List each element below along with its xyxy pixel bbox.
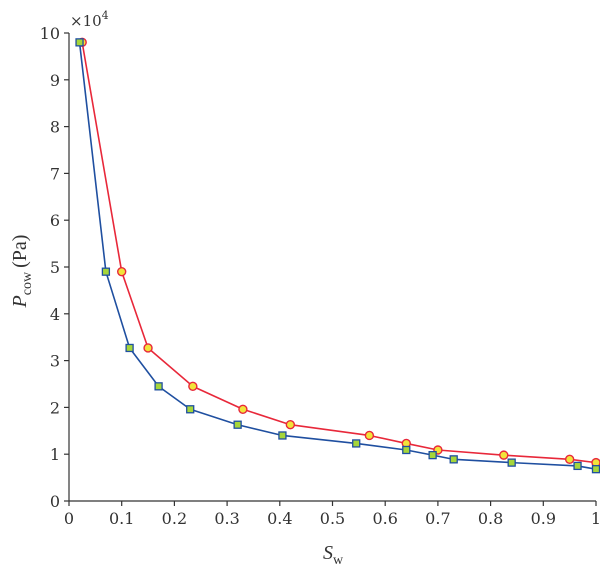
y-tick-label: 10 [40, 24, 60, 43]
series-1 [77, 37, 600, 468]
x-tick-label: 0.4 [267, 509, 292, 528]
series-2 [75, 38, 600, 474]
data-point [238, 404, 248, 414]
x-tick-label: 0.8 [478, 509, 503, 528]
y-tick-label: 9 [50, 71, 60, 90]
y-axis-title: Pcow (Pa) [9, 235, 35, 309]
data-point [564, 454, 575, 465]
x-tick-label: 0.1 [109, 509, 134, 528]
data-point [402, 445, 411, 455]
y-multiplier-base: ×10 [70, 12, 102, 30]
chart-series-layer [75, 37, 600, 474]
y-tick-label: 1 [50, 445, 60, 464]
data-point [591, 465, 600, 474]
x-tick-label: 0 [64, 509, 74, 528]
data-point [428, 450, 437, 460]
data-point [116, 266, 127, 277]
x-axis-title: Sw [323, 542, 344, 568]
x-tick-label: 0.7 [425, 509, 450, 528]
y-tick-label: 2 [50, 398, 60, 417]
x-tick-label: 0.5 [320, 509, 345, 528]
chart-axes: 0 0.1 0.2 0.3 0.4 0.5 0.6 0.7 0.8 0.9 101234567891… [40, 24, 600, 528]
data-point [186, 405, 195, 414]
data-point [125, 343, 134, 353]
x-tick-label: 0.6 [372, 509, 397, 528]
y-axis-title-sub: cow [20, 271, 35, 295]
data-point [352, 439, 361, 448]
data-point [101, 267, 111, 276]
chart-labels: ×104 Pcow(Pa) Sw [9, 9, 344, 568]
series-line [81, 42, 597, 464]
y-tick-label: 8 [50, 118, 60, 137]
y-tick-label: 5 [50, 258, 60, 277]
data-point [285, 420, 296, 430]
y-axis-title-main: P [9, 295, 31, 308]
data-point [233, 420, 242, 429]
x-tick-label: 0.2 [162, 509, 187, 528]
data-point [188, 381, 198, 392]
x-axis-title-main: S [323, 542, 333, 564]
data-point [278, 431, 287, 440]
y-multiplier-exponent: 4 [102, 9, 109, 22]
data-point [154, 382, 163, 391]
data-point [507, 458, 516, 467]
data-point [499, 450, 509, 460]
y-axis-title-unit: (Pa) [9, 235, 31, 268]
y-tick-label: 6 [50, 211, 60, 230]
data-point [573, 461, 582, 471]
data-point [143, 343, 153, 353]
x-tick-label: 0.9 [531, 509, 556, 528]
data-point [364, 430, 375, 441]
y-tick-label: 3 [50, 352, 60, 371]
x-tick-label: 1 [591, 509, 600, 528]
y-tick-label: 4 [50, 305, 60, 324]
x-tick-label: 0.3 [214, 509, 239, 528]
x-axis-title-sub: w [333, 553, 344, 568]
data-point [75, 38, 84, 47]
series-line [78, 42, 597, 470]
y-tick-label: 7 [50, 164, 60, 183]
y-tick-label: 0 [50, 492, 60, 511]
data-point [449, 455, 458, 464]
y-multiplier-label: ×104 [70, 9, 109, 30]
